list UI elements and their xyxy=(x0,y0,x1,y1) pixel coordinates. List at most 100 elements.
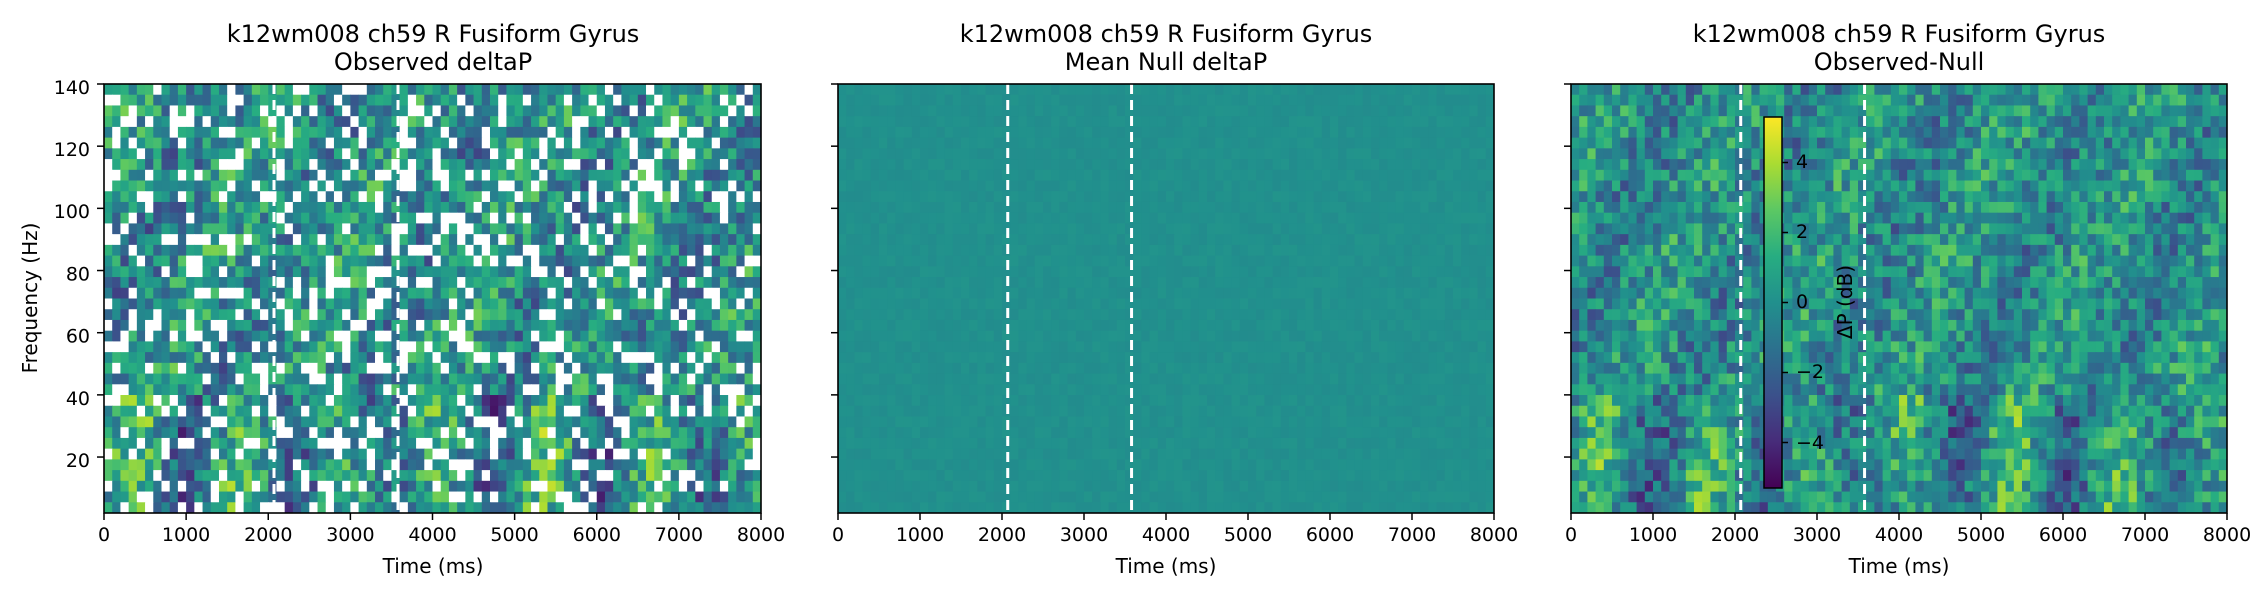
heatmap-cell xyxy=(711,266,721,278)
heatmap-cell xyxy=(911,255,921,267)
heatmap-cell xyxy=(120,287,130,299)
heatmap-cell xyxy=(539,427,548,439)
heatmap-cell xyxy=(752,405,762,417)
heatmap-cell xyxy=(342,502,351,514)
heatmap-cell xyxy=(317,234,327,246)
heatmap-cell xyxy=(358,126,368,139)
heatmap-cell xyxy=(1305,126,1315,139)
heatmap-cell xyxy=(383,309,392,321)
heatmap-cell xyxy=(169,277,179,289)
heatmap-cell xyxy=(506,277,516,289)
heatmap-cell xyxy=(260,319,269,332)
heatmap-cell xyxy=(846,309,855,321)
heatmap-cell xyxy=(728,223,737,235)
heatmap-cell xyxy=(736,309,746,321)
heatmap-cell xyxy=(432,244,442,257)
heatmap-cell xyxy=(227,384,236,396)
heatmap-cell xyxy=(1461,255,1470,267)
heatmap-cell xyxy=(350,148,360,160)
heatmap-cell xyxy=(736,191,746,203)
heatmap-cell xyxy=(1280,266,1290,278)
heatmap-cell xyxy=(879,180,888,192)
heatmap-cell xyxy=(465,319,475,332)
heatmap-cell xyxy=(522,480,532,493)
heatmap-cell xyxy=(153,395,162,407)
heatmap-cell xyxy=(588,234,598,246)
heatmap-cell xyxy=(1338,309,1347,321)
heatmap-cell xyxy=(416,416,425,428)
heatmap-cell xyxy=(838,84,847,96)
heatmap-cell xyxy=(961,94,970,106)
heatmap-cell xyxy=(670,180,680,192)
heatmap-cell xyxy=(1403,94,1413,106)
heatmap-cell xyxy=(1034,212,1044,224)
heatmap-cell xyxy=(153,255,162,267)
heatmap-cell xyxy=(563,169,573,182)
heatmap-cell xyxy=(309,437,319,450)
heatmap-cell xyxy=(1354,191,1364,203)
heatmap-cell xyxy=(292,362,302,375)
heatmap-cell xyxy=(547,234,557,246)
heatmap-cell xyxy=(169,255,179,267)
heatmap-cell xyxy=(1116,234,1126,246)
heatmap-cell xyxy=(514,126,524,139)
heatmap-cell xyxy=(440,126,450,139)
heatmap-cell xyxy=(301,148,310,160)
heatmap-cell xyxy=(1485,169,1495,182)
heatmap-cell xyxy=(1174,169,1183,182)
heatmap-cell xyxy=(366,223,376,235)
heatmap-cell xyxy=(251,148,261,160)
heatmap-cell xyxy=(1190,287,1200,299)
heatmap-cell xyxy=(1108,287,1118,299)
heatmap-cell xyxy=(1444,159,1454,171)
heatmap-cell xyxy=(1321,191,1331,203)
heatmap-cell xyxy=(613,362,622,375)
heatmap-cell xyxy=(1289,244,1298,257)
heatmap-cell xyxy=(522,159,532,171)
heatmap-cell xyxy=(448,180,458,192)
heatmap-cell xyxy=(481,384,491,396)
heatmap-cell xyxy=(1362,180,1372,192)
heatmap-cell xyxy=(596,448,606,460)
heatmap-cell xyxy=(670,298,680,310)
heatmap-cell xyxy=(194,298,204,310)
heatmap-cell xyxy=(654,137,663,149)
heatmap-cell xyxy=(481,395,491,407)
heatmap-cell xyxy=(846,105,855,117)
heatmap-cell xyxy=(539,148,548,160)
heatmap-cell xyxy=(1289,169,1298,182)
heatmap-cell xyxy=(1018,84,1028,96)
heatmap-cell xyxy=(104,330,113,342)
heatmap-cell xyxy=(862,277,872,289)
heatmap-cell xyxy=(711,180,721,192)
heatmap-cell xyxy=(752,448,762,460)
heatmap-cell xyxy=(391,169,401,182)
heatmap-cell xyxy=(572,362,581,375)
heatmap-cell xyxy=(744,395,754,407)
heatmap-cell xyxy=(457,277,466,289)
heatmap-cell xyxy=(448,395,458,407)
heatmap-cell xyxy=(268,330,277,342)
heatmap-cell xyxy=(1346,137,1356,149)
heatmap-cell xyxy=(1174,105,1183,117)
heatmap-cell xyxy=(895,298,905,310)
heatmap-cell xyxy=(1108,159,1118,171)
heatmap-cell xyxy=(1075,201,1085,214)
heatmap-cell xyxy=(210,341,220,353)
heatmap-cell xyxy=(325,191,335,203)
heatmap-cell xyxy=(1084,287,1093,299)
heatmap-cell xyxy=(243,405,253,417)
heatmap-cell xyxy=(514,373,524,385)
heatmap-cell xyxy=(465,169,475,182)
heatmap-cell xyxy=(1075,212,1085,224)
heatmap-cell xyxy=(1026,212,1036,224)
heatmap-cell xyxy=(604,277,614,289)
heatmap-cell xyxy=(846,180,855,192)
heatmap-cell xyxy=(1239,116,1249,128)
heatmap-cell xyxy=(317,105,327,117)
heatmap-cell xyxy=(194,180,204,192)
heatmap-cell xyxy=(1108,116,1118,128)
heatmap-cell xyxy=(317,384,327,396)
heatmap-cell xyxy=(153,105,162,117)
